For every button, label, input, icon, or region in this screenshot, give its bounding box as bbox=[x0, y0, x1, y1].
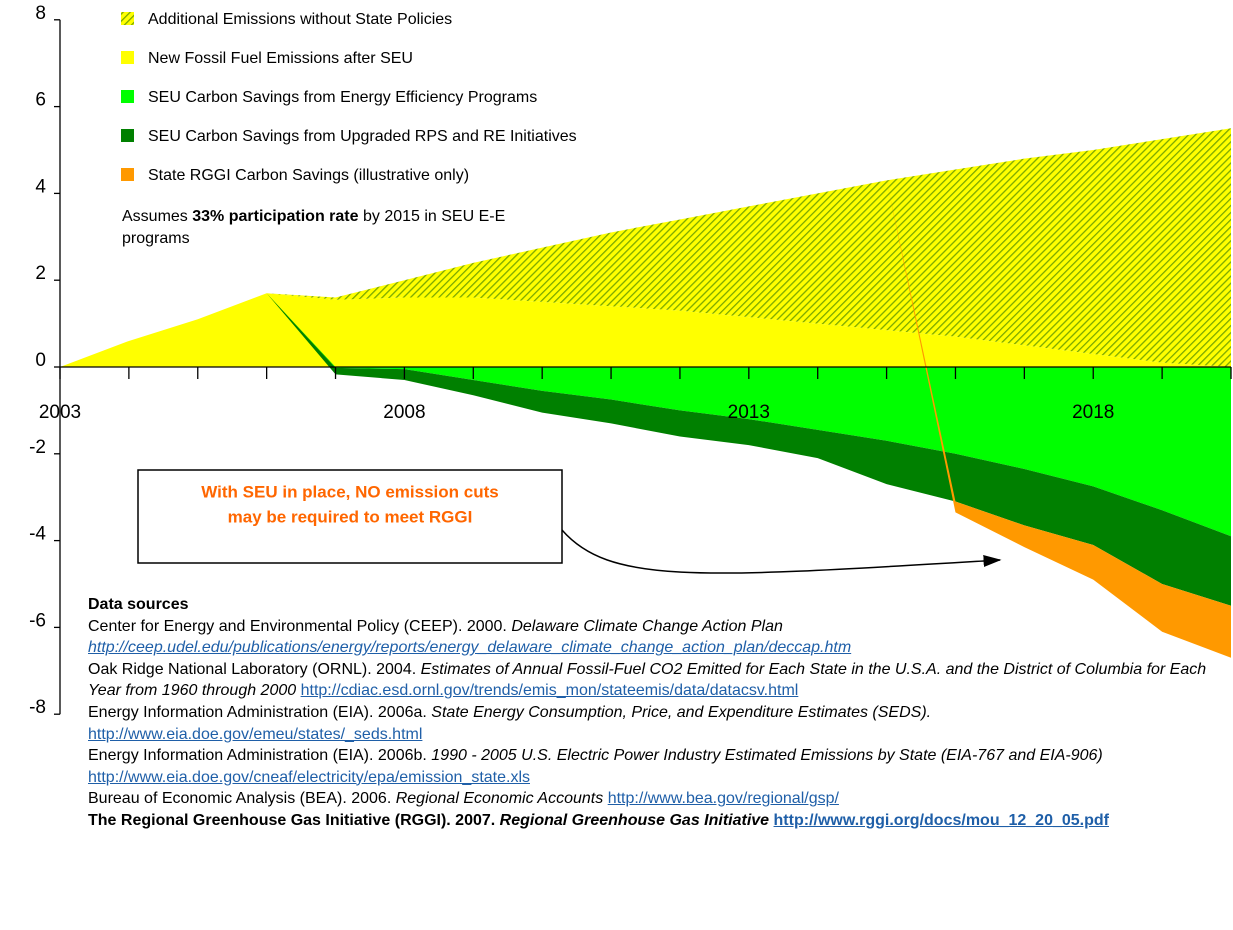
y-tick-label: 0 bbox=[35, 350, 46, 371]
source-author: Energy Information Administration (EIA).… bbox=[88, 703, 427, 721]
legend-label: SEU Carbon Savings from Energy Efficienc… bbox=[148, 89, 537, 106]
source-link[interactable]: http://cdiac.esd.ornl.gov/trends/emis_mo… bbox=[300, 682, 799, 700]
source-link[interactable]: http://www.eia.doe.gov/emeu/states/_seds… bbox=[88, 725, 423, 743]
annotation-part: programs bbox=[122, 230, 190, 247]
source-entry: Oak Ridge National Laboratory (ORNL). 20… bbox=[88, 659, 1223, 702]
callout-text: With SEU in place, NO emission cuts bbox=[201, 482, 498, 501]
y-tick-label: -2 bbox=[29, 437, 46, 458]
source-author: Bureau of Economic Analysis (BEA). 2006. bbox=[88, 790, 392, 808]
sources-heading: Data sources bbox=[88, 596, 189, 613]
source-title: Regional Economic Accounts bbox=[395, 790, 604, 808]
source-author: Center for Energy and Environmental Poli… bbox=[88, 617, 507, 635]
legend-swatch bbox=[121, 168, 134, 181]
legend-swatch bbox=[121, 90, 134, 103]
source-title: 1990 - 2005 U.S. Electric Power Industry… bbox=[431, 747, 1103, 765]
source-entry: Energy Information Administration (EIA).… bbox=[88, 702, 1223, 745]
legend-swatch bbox=[121, 129, 134, 142]
legend-label: State RGGI Carbon Savings (illustrative … bbox=[148, 167, 469, 184]
y-tick-label: -6 bbox=[29, 610, 46, 631]
source-link[interactable]: http://www.rggi.org/docs/mou_12_20_05.pd… bbox=[773, 811, 1109, 829]
y-tick-label: -8 bbox=[29, 697, 46, 718]
y-tick-label: 2 bbox=[35, 263, 46, 284]
annotation-part: Assumes bbox=[122, 208, 192, 225]
annotation-part: 33% participation rate bbox=[192, 208, 358, 225]
x-tick-label: 2013 bbox=[728, 402, 770, 423]
source-title: Estimates of Annual Fossil-Fuel CO2 Emit… bbox=[88, 660, 1207, 700]
annotation-part: by 2015 in SEU E-E bbox=[359, 208, 506, 225]
source-title: Delaware Climate Change Action Plan bbox=[511, 617, 783, 635]
y-tick-label: -4 bbox=[29, 524, 46, 545]
x-tick-label: 2003 bbox=[39, 402, 81, 423]
callout-arrow bbox=[561, 529, 1002, 574]
source-link[interactable]: http://ceep.udel.edu/publications/energy… bbox=[88, 639, 852, 657]
source-author: Oak Ridge National Laboratory (ORNL). 20… bbox=[88, 660, 417, 678]
annotation: Assumes 33% participation rate by 2015 i… bbox=[122, 208, 505, 225]
y-tick-label: 4 bbox=[35, 176, 46, 197]
source-entry: The Regional Greenhouse Gas Initiative (… bbox=[88, 810, 1223, 832]
x-tick-label: 2008 bbox=[383, 402, 425, 423]
source-entry: Energy Information Administration (EIA).… bbox=[88, 745, 1223, 788]
source-title: Regional Greenhouse Gas Initiative bbox=[499, 811, 770, 829]
area bbox=[266, 128, 1231, 367]
legend-swatch bbox=[121, 12, 134, 25]
area bbox=[886, 180, 1231, 658]
source-author: Energy Information Administration (EIA).… bbox=[88, 747, 427, 765]
source-entry: Center for Energy and Environmental Poli… bbox=[88, 616, 1223, 659]
legend-label: Additional Emissions without State Polic… bbox=[148, 11, 452, 28]
area bbox=[60, 293, 1231, 367]
legend-label: New Fossil Fuel Emissions after SEU bbox=[148, 50, 413, 67]
sources: Data sources Center for Energy and Envir… bbox=[88, 594, 1223, 832]
annotation: programs bbox=[122, 230, 190, 247]
source-link[interactable]: http://www.eia.doe.gov/cneaf/electricity… bbox=[88, 768, 530, 786]
legend-swatch bbox=[121, 51, 134, 64]
source-title: State Energy Consumption, Price, and Exp… bbox=[431, 703, 932, 721]
x-tick-label: 2018 bbox=[1072, 402, 1114, 423]
source-author: The Regional Greenhouse Gas Initiative (… bbox=[88, 811, 496, 829]
area bbox=[266, 293, 1231, 537]
source-entry: Bureau of Economic Analysis (BEA). 2006.… bbox=[88, 788, 1223, 810]
legend-label: SEU Carbon Savings from Upgraded RPS and… bbox=[148, 128, 577, 145]
callout-text: may be required to meet RGGI bbox=[228, 507, 473, 526]
source-link[interactable]: http://www.bea.gov/regional/gsp/ bbox=[607, 790, 839, 808]
y-tick-label: 6 bbox=[35, 90, 46, 111]
y-tick-label: 8 bbox=[35, 3, 46, 24]
callout-box bbox=[137, 469, 563, 564]
